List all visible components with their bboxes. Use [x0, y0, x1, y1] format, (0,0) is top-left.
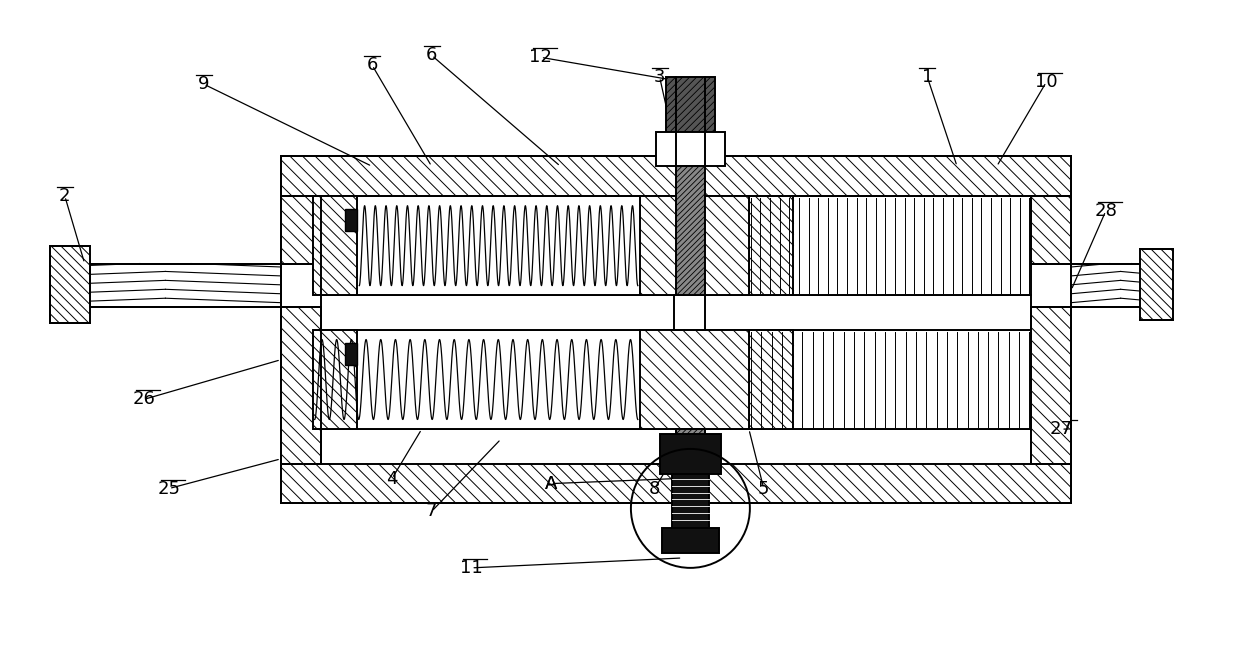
Text: 3: 3: [653, 68, 666, 86]
Bar: [357, 196, 640, 295]
Text: 12: 12: [529, 48, 552, 67]
Text: 5: 5: [758, 479, 770, 497]
Bar: [656, 132, 725, 167]
Bar: [676, 167, 706, 295]
Bar: [312, 330, 357, 429]
Bar: [1071, 264, 1171, 307]
Bar: [640, 196, 749, 295]
Text: 6: 6: [367, 56, 378, 74]
Bar: [749, 330, 1032, 429]
Text: 6: 6: [427, 47, 438, 65]
Bar: [346, 343, 357, 364]
Bar: [1032, 196, 1071, 264]
Bar: [662, 528, 719, 553]
Bar: [346, 209, 357, 231]
Text: 26: 26: [133, 390, 155, 408]
Bar: [281, 196, 321, 264]
Bar: [1141, 249, 1173, 320]
Text: 28: 28: [1095, 202, 1117, 220]
Bar: [281, 156, 1071, 196]
Bar: [1032, 307, 1071, 464]
Bar: [312, 330, 640, 429]
Text: 1: 1: [921, 68, 932, 86]
Bar: [640, 330, 749, 429]
Bar: [749, 330, 794, 429]
Bar: [749, 196, 1032, 295]
Text: 10: 10: [1035, 73, 1058, 91]
Bar: [50, 264, 281, 307]
Text: A: A: [544, 475, 557, 493]
Text: 27: 27: [1050, 420, 1073, 438]
Bar: [672, 474, 709, 528]
Bar: [281, 307, 321, 464]
Text: 25: 25: [157, 479, 180, 497]
Bar: [660, 434, 722, 474]
Text: 11: 11: [460, 559, 482, 577]
Bar: [666, 77, 715, 132]
Bar: [281, 156, 1071, 503]
Bar: [676, 429, 706, 488]
Bar: [749, 196, 794, 295]
Bar: [312, 196, 357, 295]
Text: 2: 2: [60, 187, 71, 205]
Text: 8: 8: [649, 479, 661, 497]
Text: 7: 7: [425, 503, 438, 521]
Bar: [50, 245, 89, 323]
Bar: [281, 464, 1071, 503]
Text: A: A: [544, 475, 557, 493]
Text: 9: 9: [198, 75, 210, 93]
Text: 4: 4: [386, 470, 398, 488]
